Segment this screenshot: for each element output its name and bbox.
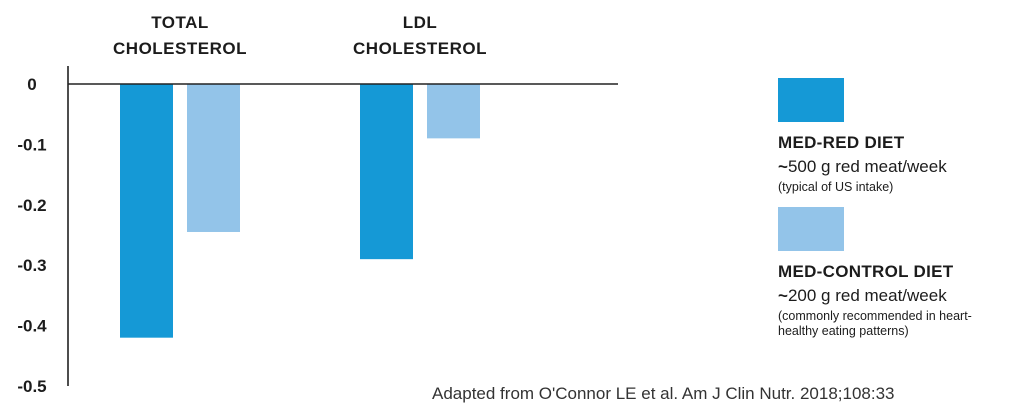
legend-note-med-control: (commonly recommended in heart-healthy e…	[778, 309, 972, 338]
bar-med-control-0	[187, 84, 240, 232]
bar-med-red-0	[120, 84, 173, 338]
source-citation: Adapted from O'Connor LE et al. Am J Cli…	[432, 384, 895, 403]
legend-swatch-med-control	[778, 207, 844, 251]
category-label: CHOLESTEROL	[113, 39, 247, 58]
category-label: TOTAL	[151, 13, 209, 32]
legend-note-med-red: (typical of US intake)	[778, 180, 894, 194]
category-label: LDL	[403, 13, 438, 32]
legend-intake-med-red: ~500 g red meat/week	[778, 157, 947, 177]
approx-symbol: ~	[778, 157, 788, 176]
y-tick-label: 0	[27, 75, 36, 94]
legend-med-red: MED-RED DIET ~500 g red meat/week (typic…	[778, 78, 947, 195]
y-tick-label: -0.2	[17, 196, 46, 215]
bar-chart: 0 -0.1 -0.2 -0.3 -0.4 -0.5 TOTAL CHOLESTEROL LDL…	[17, 13, 618, 394]
legend-intake-med-control: ~200 g red meat/week	[778, 286, 998, 306]
legend-intake-text-med-red: 500 g red meat/week	[787, 157, 947, 176]
y-tick-label: -0.4	[17, 317, 47, 336]
bar-med-red-1	[360, 84, 413, 260]
y-tick-label: -0.3	[17, 256, 46, 275]
category-label: CHOLESTEROL	[353, 39, 487, 58]
legend-swatch-med-red	[778, 78, 844, 122]
legend-label-med-control: MED-CONTROL DIET	[778, 262, 954, 281]
legend-med-control: MED-CONTROL DIET ~200 g red meat/week (c…	[778, 207, 998, 339]
bar-med-control-1	[427, 84, 480, 139]
legend-label-med-red: MED-RED DIET	[778, 133, 905, 152]
y-tick-label: -0.1	[17, 135, 46, 154]
approx-symbol: ~	[778, 286, 788, 305]
legend-intake-text-med-control: 200 g red meat/week	[787, 286, 947, 305]
y-tick-label: -0.5	[17, 377, 46, 394]
